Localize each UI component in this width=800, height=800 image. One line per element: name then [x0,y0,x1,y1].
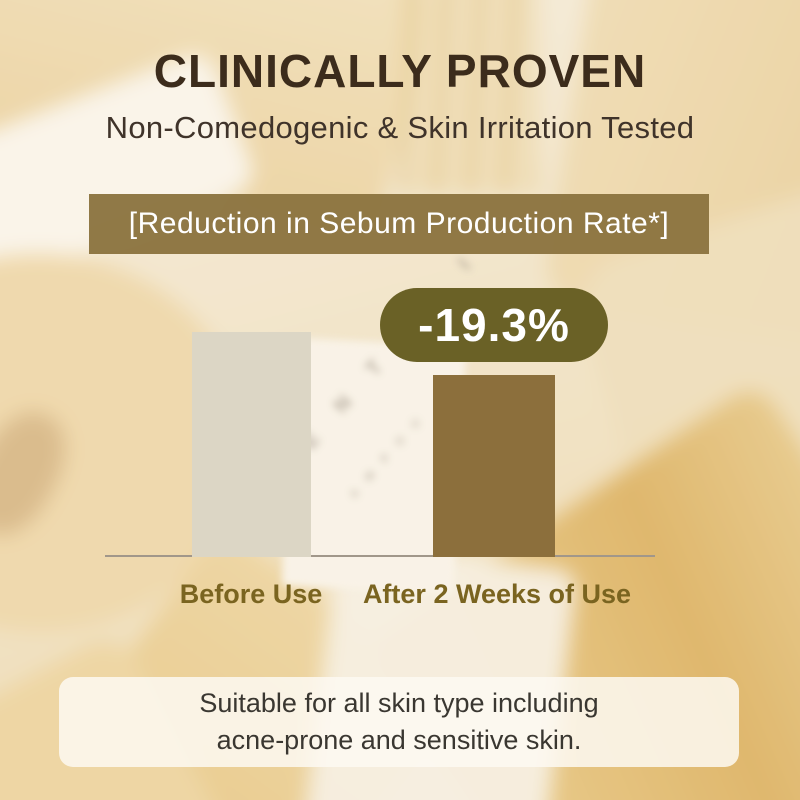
suitability-note-box: Suitable for all skin type including acn… [59,677,739,767]
background-bottle-streaks [400,0,538,194]
suitability-note-line1: Suitable for all skin type including [199,688,599,718]
reduction-badge-value: -19.3% [418,299,570,351]
page-title: CLINICALLY PROVEN [153,45,647,97]
reduction-badge: -19.3% [380,288,608,362]
chart-baseline-axis [105,555,655,557]
page-subtitle: Non-Comedogenic & Skin Irritation Tested [105,110,695,145]
bar-before-use [192,332,311,557]
suitability-note-line2: acne-prone and sensitive skin. [216,725,582,755]
category-label-before: Before Use [179,578,323,609]
bar-after-use [433,375,555,557]
category-label-after: After 2 Weeks of Use [362,578,632,609]
chart-title-banner: [Reduction in Sebum Production Rate*] [89,194,709,254]
chart-title-text: [Reduction in Sebum Production Rate*] [128,207,670,240]
